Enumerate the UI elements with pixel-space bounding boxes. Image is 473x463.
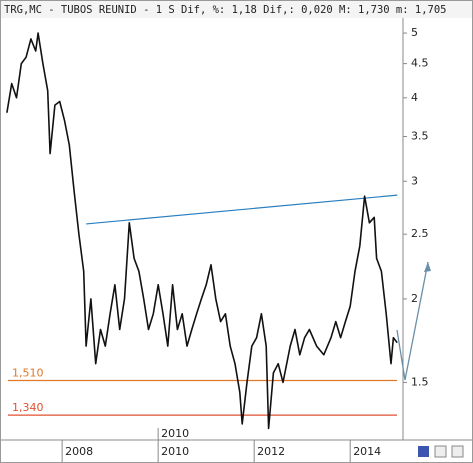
price-line [6,32,398,430]
y-tick-label: 4.5 [411,57,429,70]
y-tick-label: 1.5 [411,375,429,388]
title-bar [1,1,472,18]
x-tick-label: 2008 [65,445,93,458]
y-tick-label: 2 [411,292,418,305]
trendline [86,194,398,225]
arrow-head [424,262,431,272]
pin-icon[interactable] [434,445,447,458]
y-tick-label: 3.5 [411,130,429,143]
level-label: 1,340 [12,401,44,414]
x-marker-label: 2010 [161,427,189,440]
y-tick-label: 5 [411,26,418,39]
drawn-arrow [396,261,429,381]
x-tick-label: 2010 [161,445,189,458]
x-tick-label: 2014 [353,445,381,458]
x-tick-label: 2012 [257,445,285,458]
level-label: 1,510 [12,366,44,379]
y-tick-label: 3 [411,174,418,187]
save-icon[interactable] [418,446,429,457]
y-tick-label: 2.5 [411,227,429,240]
y-tick-label: 4 [411,91,418,104]
window-icon[interactable] [451,445,464,458]
chart-title: TRG,MC - TUBOS REUNID - 1 S Dif, %: 1,18… [4,4,447,16]
